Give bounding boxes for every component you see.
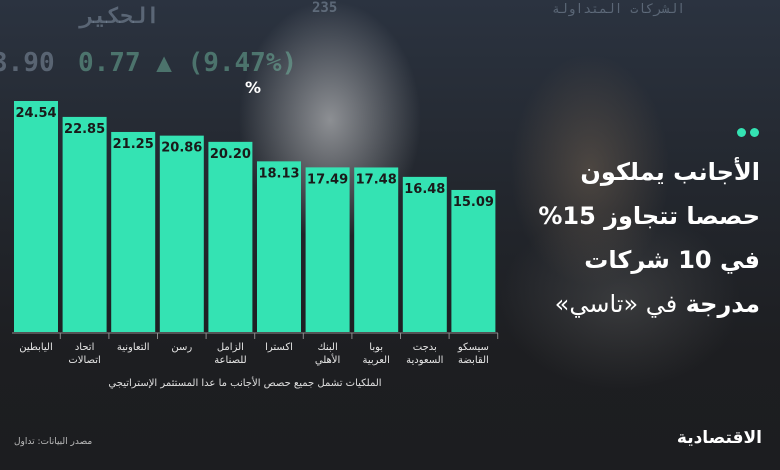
category-label: اتحاد	[75, 342, 95, 353]
category-label: الأهلي	[315, 353, 340, 366]
category-label: السعودية	[406, 355, 443, 366]
category-label: القابضة	[458, 355, 489, 366]
bar	[354, 167, 399, 332]
bar-value-label: 17.48	[356, 172, 397, 187]
category-label: العربية	[363, 355, 390, 366]
category-labels-group: اليابطين اتحاد اتصالات التعاونية رسن الزامل لل…	[19, 342, 489, 366]
ticker-label: الشركات المتداولة	[552, 2, 686, 17]
bar	[111, 131, 156, 332]
background-ticker-board: 3.90 0.77 ▲ (9.47%) الحكير 235 الشركات ا…	[0, 0, 780, 130]
category-label: بوبا	[369, 342, 383, 353]
headline-line-4: مدرجة في «تاسي»	[490, 282, 760, 326]
bar-value-label: 21.25	[113, 137, 154, 152]
bar	[402, 176, 447, 332]
bar-value-label: 22.85	[64, 122, 105, 137]
bar-value-label: 18.13	[258, 166, 299, 181]
bar	[14, 101, 58, 332]
headline-line-4-bold: مدرجة	[685, 290, 760, 318]
category-label: اتصالات	[68, 355, 100, 366]
bar	[305, 167, 350, 332]
category-label: رسن	[171, 342, 192, 353]
data-source: مصدر البيانات: تداول	[14, 437, 93, 447]
headline: الأجانب يملكون حصصا تتجاوز 15% في 10 شرك…	[490, 150, 760, 326]
headline-line-4-light: في «تاسي»	[554, 290, 678, 318]
unit-label: %	[245, 78, 261, 97]
bar	[257, 161, 301, 332]
bar-value-label: 17.49	[307, 172, 348, 187]
chart-footnote: الملكيات تشمل جميع حصص الأجانب ما عدا ال…	[108, 378, 382, 389]
category-label: اليابطين	[19, 342, 53, 353]
bar-value-label: 24.54	[15, 106, 56, 121]
bar-value-label: 20.20	[210, 147, 251, 162]
bar	[62, 116, 107, 332]
category-label: للصناعة	[214, 355, 246, 366]
ticker-change: 0.77 ▲ (9.47%)	[78, 48, 298, 78]
category-label: بدجت	[413, 342, 437, 353]
bar-value-label: 20.86	[161, 141, 202, 156]
accent-dots	[733, 122, 759, 141]
headline-line-3: في 10 شركات	[584, 246, 760, 274]
bar-value-label: 16.48	[404, 182, 445, 197]
ticker-company: الحكير	[80, 4, 160, 29]
headline-line-2: حصصا تتجاوز 15%	[538, 202, 760, 230]
category-label: البنك	[317, 342, 337, 353]
bar	[451, 189, 496, 332]
bars-group: 24.54 22.85 21.25 20.86 20.20 18.13 17.49 17.48…	[12, 101, 499, 339]
headline-line-1: الأجانب يملكون	[580, 158, 760, 186]
ticker-count: 235	[312, 0, 338, 16]
bar	[208, 141, 253, 332]
bar-value-label: 15.09	[453, 195, 494, 210]
category-label: الزامل	[217, 342, 244, 353]
publisher-logo: الاقتصادية	[676, 428, 762, 448]
ticker-price: 3.90	[0, 48, 55, 78]
category-label: اكسترا	[265, 342, 293, 353]
category-label: سيسكو	[457, 342, 489, 353]
category-label: التعاونية	[117, 342, 150, 353]
bar	[159, 135, 204, 332]
